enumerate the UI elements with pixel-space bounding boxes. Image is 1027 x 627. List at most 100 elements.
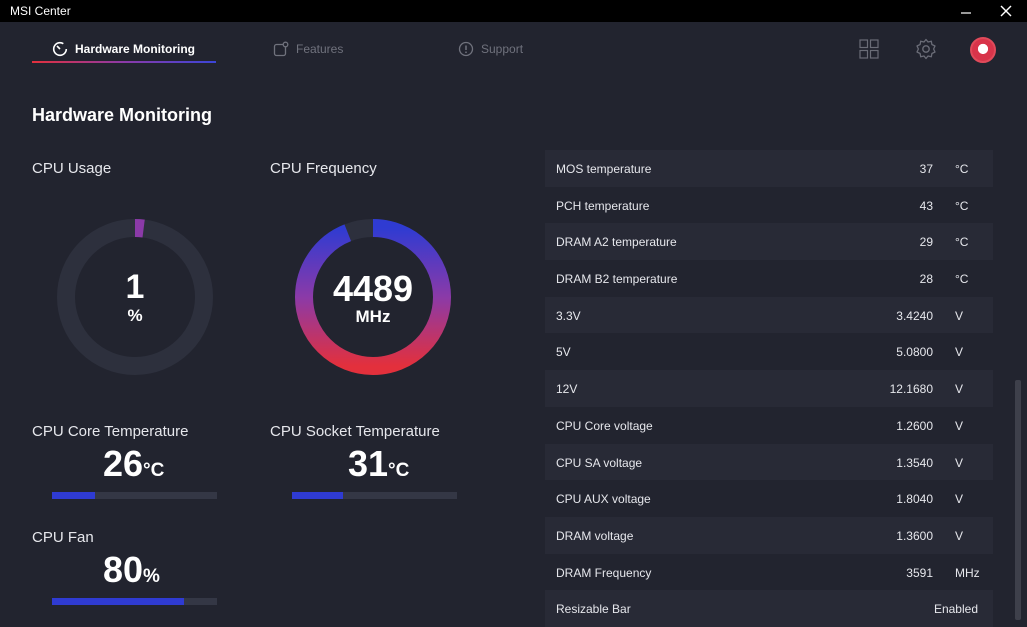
tab-support[interactable]: Support — [458, 34, 523, 64]
sensor-name: DRAM A2 temperature — [556, 235, 677, 250]
tab-label: Hardware Monitoring — [75, 42, 196, 56]
cpu-core-temp-unit: °C — [143, 460, 165, 481]
table-row: CPU AUX voltage 1.8040 V — [545, 480, 993, 517]
sensor-name: Resizable Bar — [556, 602, 631, 617]
sensor-value: 28 — [919, 272, 933, 287]
sensor-name: 5V — [556, 345, 571, 360]
cpu-usage-unit: % — [127, 306, 143, 325]
cpu-fan-value: 80 — [103, 549, 144, 590]
sensor-value: 1.3600 — [896, 528, 933, 543]
support-icon — [458, 41, 474, 57]
table-row: DRAM A2 temperature 29 °C — [545, 223, 993, 261]
active-tab-indicator — [32, 61, 216, 63]
table-row: DRAM voltage 1.3600 V — [545, 516, 993, 554]
sensor-name: DRAM Frequency — [556, 565, 652, 580]
sensor-name: DRAM B2 temperature — [556, 272, 678, 287]
sensor-unit: V — [955, 345, 964, 360]
sensor-unit: MHz — [955, 565, 980, 580]
gauge-icon — [52, 41, 68, 57]
sensor-value: 3.4240 — [896, 308, 933, 323]
page-title: Hardware Monitoring — [32, 105, 213, 125]
title-bar: MSI Center — [0, 0, 1027, 22]
table-row: Resizable Bar Enabled — [545, 590, 993, 627]
sensor-value: 3591 — [906, 565, 933, 580]
cpu-core-temp-label: CPU Core Temperature — [32, 423, 189, 440]
sensor-value: 1.8040 — [896, 492, 933, 507]
cpu-core-temp-bar-fill — [52, 492, 95, 499]
sensor-name: 12V — [556, 382, 578, 397]
sensor-table: MOS temperature 37 °C PCH temperature 43 °C DR… — [545, 150, 993, 627]
cpu-fan-bar — [52, 598, 217, 605]
sensor-value: 1.2600 — [896, 418, 933, 433]
minimize-button[interactable] — [948, 0, 984, 22]
grid-view-button[interactable] — [857, 37, 881, 61]
sensor-unit: °C — [955, 272, 969, 287]
table-row: CPU Core voltage 1.2600 V — [545, 406, 993, 444]
sensor-unit: °C — [955, 235, 969, 250]
cpu-core-temp-bar — [52, 492, 217, 499]
sensor-name: 3.3V — [556, 308, 581, 323]
cpu-frequency-label: CPU Frequency — [270, 160, 377, 177]
tab-hardware-monitoring[interactable]: Hardware Monitoring — [52, 34, 195, 64]
sensor-name: CPU Core voltage — [556, 418, 653, 433]
sensor-unit: V — [955, 455, 964, 470]
sensor-name: CPU AUX voltage — [556, 492, 651, 507]
table-row: CPU SA voltage 1.3540 V — [545, 443, 993, 481]
sensor-value: 29 — [919, 235, 933, 250]
sensor-value: 43 — [919, 198, 933, 213]
sensor-value: 5.0800 — [896, 345, 933, 360]
sensor-unit: V — [955, 492, 964, 507]
gear-icon — [916, 38, 936, 60]
close-button[interactable] — [988, 0, 1024, 22]
features-icon — [273, 41, 289, 57]
cpu-socket-temp-readout: 31°C — [348, 443, 409, 485]
close-icon — [1000, 5, 1012, 17]
cpu-usage-value: 1 — [125, 268, 145, 306]
cpu-socket-temp-value: 31 — [348, 443, 389, 484]
sensor-unit: V — [955, 418, 964, 433]
sensor-unit: V — [955, 528, 964, 543]
table-row: 3.3V 3.4240 V — [545, 296, 993, 334]
cpu-socket-temp-bar — [292, 492, 457, 499]
sensor-name: PCH temperature — [556, 198, 650, 213]
cpu-usage-label: CPU Usage — [32, 160, 112, 177]
cpu-usage-ring — [57, 219, 213, 375]
cpu-fan-readout: 80% — [103, 549, 160, 591]
cpu-frequency-ring — [295, 219, 451, 375]
minimize-icon — [961, 12, 971, 14]
cpu-fan-bar-fill — [52, 598, 184, 605]
cpu-fan-unit: % — [143, 566, 160, 587]
sensor-value: 37 — [919, 162, 933, 176]
sensor-unit: °C — [955, 162, 969, 176]
sensor-unit: V — [955, 382, 964, 397]
cpu-frequency-value: 4489 — [332, 268, 414, 309]
grid-icon — [859, 39, 879, 59]
cpu-fan-label: CPU Fan — [32, 529, 94, 546]
cpu-socket-temp-label: CPU Socket Temperature — [270, 423, 440, 440]
scrollbar-thumb[interactable] — [1015, 380, 1021, 620]
tab-label: Support — [481, 42, 524, 56]
tab-features[interactable]: Features — [273, 34, 343, 64]
table-row: MOS temperature 37 °C — [545, 150, 993, 187]
cpu-frequency-gauge: 4489 MHz — [294, 218, 452, 376]
sensor-value: 12.1680 — [889, 382, 933, 397]
table-row: DRAM Frequency 3591 MHz — [545, 553, 993, 591]
sensor-value: 1.3540 — [896, 455, 933, 470]
table-row: PCH temperature 43 °C — [545, 186, 993, 224]
cpu-frequency-unit: MHz — [355, 307, 391, 326]
sensor-unit: °C — [955, 198, 969, 213]
table-row: 12V 12.1680 V — [545, 370, 993, 407]
sensor-value: Enabled — [933, 602, 978, 617]
cpu-core-temp-value: 26 — [103, 443, 144, 484]
tab-label: Features — [296, 42, 344, 56]
sensor-name: DRAM voltage — [556, 528, 634, 543]
sensor-unit: V — [955, 308, 964, 323]
cpu-core-temp-readout: 26°C — [103, 443, 164, 485]
sensor-name: MOS temperature — [556, 162, 652, 176]
settings-button[interactable] — [914, 37, 938, 61]
table-row: 5V 5.0800 V — [545, 333, 993, 371]
app-title: MSI Center — [10, 4, 71, 18]
avatar[interactable] — [970, 37, 996, 63]
cpu-socket-temp-bar-fill — [292, 492, 344, 499]
table-row: DRAM B2 temperature 28 °C — [545, 260, 993, 297]
